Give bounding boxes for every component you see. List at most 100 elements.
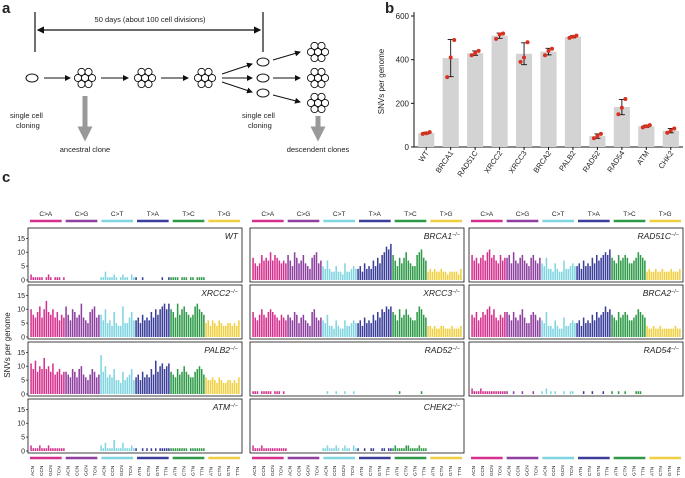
bar	[52, 448, 54, 451]
bar	[126, 448, 129, 451]
bar	[34, 360, 37, 394]
bar	[383, 448, 386, 451]
bar	[641, 314, 644, 337]
bar	[198, 309, 201, 337]
bar	[130, 274, 133, 280]
context-label: GCN	[560, 465, 566, 476]
bar	[172, 312, 175, 337]
bar	[331, 271, 333, 280]
bar	[49, 448, 52, 451]
bar	[100, 314, 102, 337]
x-tick-label: XRCC3	[507, 149, 529, 175]
cell	[306, 98, 316, 108]
bar	[591, 257, 594, 280]
bar	[165, 448, 168, 451]
genotype: −/−	[452, 289, 461, 295]
bar	[87, 323, 89, 337]
bar	[477, 320, 480, 337]
bar	[451, 325, 453, 337]
bar	[111, 448, 113, 451]
cell	[310, 67, 319, 76]
bar	[154, 360, 157, 394]
bar	[95, 317, 98, 337]
bar	[517, 320, 519, 337]
bar	[60, 374, 63, 394]
bar	[69, 377, 72, 394]
bar	[269, 309, 272, 337]
context-label: ATN	[395, 466, 401, 476]
bar	[289, 260, 292, 280]
bar	[591, 314, 594, 337]
bar	[556, 268, 559, 280]
bar	[409, 448, 412, 451]
bar	[650, 328, 653, 337]
bar	[296, 257, 298, 280]
bar	[433, 268, 436, 280]
bar	[440, 325, 442, 337]
bar	[361, 325, 364, 337]
context-label: GCN	[341, 465, 347, 476]
bar	[639, 255, 642, 280]
bar	[163, 369, 166, 394]
bar	[198, 277, 201, 280]
bar	[493, 391, 495, 394]
bar	[198, 448, 201, 451]
bar	[543, 323, 546, 337]
bar	[133, 380, 135, 394]
bar	[624, 391, 626, 394]
bar	[56, 312, 59, 337]
bar	[545, 257, 548, 280]
bar	[523, 317, 526, 337]
bar	[315, 252, 318, 280]
bar	[124, 380, 126, 394]
context-label: CTN	[368, 466, 374, 476]
bar	[438, 271, 440, 280]
bar	[418, 133, 435, 147]
bar	[196, 369, 199, 394]
bar	[475, 257, 478, 280]
bar	[455, 271, 458, 280]
context-label: TCN	[533, 466, 539, 476]
bar	[102, 448, 105, 451]
context-label: TCN	[350, 466, 356, 476]
bar	[104, 271, 107, 280]
data-point	[427, 130, 432, 135]
bar	[150, 369, 153, 394]
bar	[637, 252, 640, 280]
bar	[163, 448, 166, 451]
bar	[517, 263, 519, 280]
bar	[663, 328, 666, 337]
bar	[357, 323, 359, 337]
bar	[172, 277, 175, 280]
bar	[385, 246, 388, 280]
context-label: TTN	[605, 466, 611, 476]
bar	[211, 320, 214, 337]
bar	[58, 369, 61, 394]
bar	[405, 445, 407, 451]
bar	[411, 266, 414, 280]
bar	[630, 263, 633, 280]
bar	[189, 448, 192, 451]
bar	[100, 355, 102, 394]
bar	[398, 309, 401, 337]
data-point	[420, 131, 425, 136]
bar	[646, 325, 648, 337]
bar	[617, 391, 620, 394]
bar	[63, 448, 65, 451]
bar	[63, 317, 65, 337]
data-point	[473, 51, 478, 56]
bar	[376, 312, 379, 337]
bar	[495, 317, 497, 337]
bar	[30, 445, 32, 451]
bar	[578, 320, 581, 337]
bar	[331, 325, 333, 337]
bar	[168, 303, 170, 337]
bar	[47, 366, 50, 394]
type-label: C>G	[297, 211, 311, 218]
type-label: T>C	[623, 211, 636, 218]
cell	[317, 67, 326, 76]
context-label: ATN	[208, 466, 214, 476]
span-label: 50 days (about 100 cell divisions)	[95, 15, 206, 24]
context-label: TTN	[164, 466, 170, 476]
bar	[183, 366, 185, 394]
